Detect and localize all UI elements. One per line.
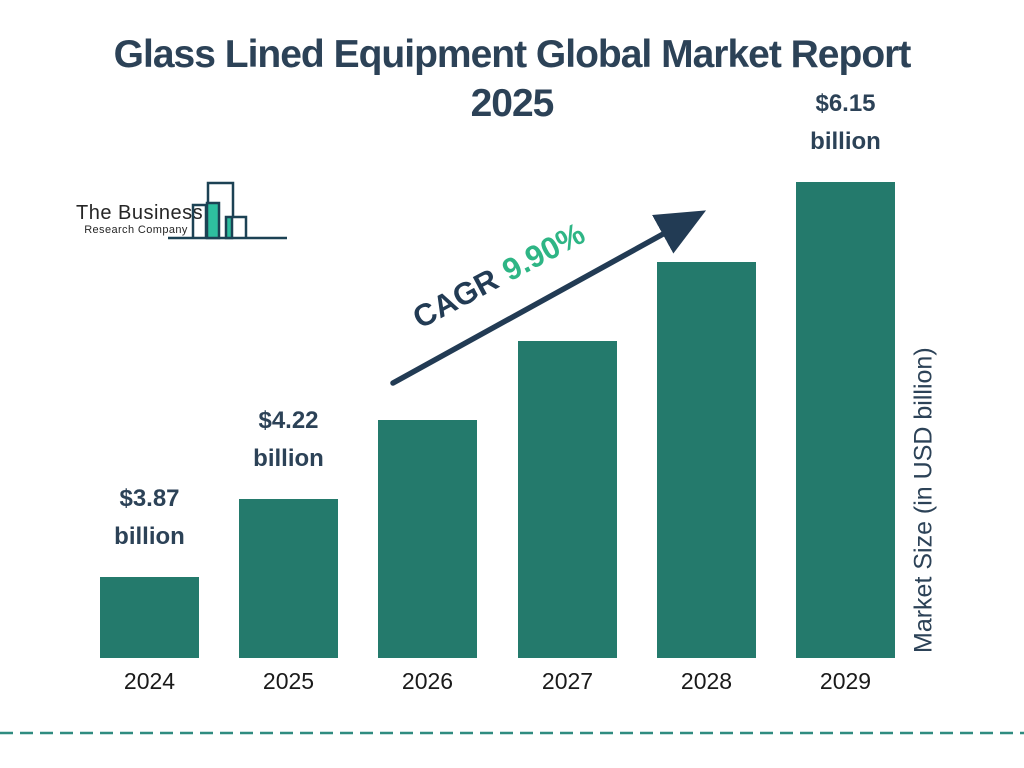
page-title: Glass Lined Equipment Global Market Repo…	[0, 30, 1024, 128]
company-name: The Business	[76, 202, 204, 224]
bar-value-line1: $6.15	[815, 90, 876, 117]
axis-tick-2026: 2026	[401, 668, 454, 694]
bar-value-line2: billion	[253, 445, 324, 472]
bar-group-2029: $6.15 billion 2029	[796, 85, 895, 694]
bar-group-2026: 2026	[378, 399, 477, 694]
bar-2029	[796, 182, 895, 658]
bar-group-2024: $3.87 billion 2024	[100, 480, 199, 694]
bar-value-label: $6.15 billion	[810, 85, 881, 161]
page-title-line1: Glass Lined Equipment Global Market Repo…	[113, 33, 912, 76]
company-logo: The Business Research Company	[70, 176, 290, 248]
bar-value-line2: billion	[114, 523, 185, 550]
bar-value-line1: $3.87	[119, 485, 180, 512]
bar-group-2025: $4.22 billion 2025	[239, 402, 338, 694]
bar-2025	[239, 499, 338, 658]
growth-arrow-icon	[390, 210, 707, 386]
bar-value-label: $3.87 billion	[114, 480, 185, 556]
bar-value-line2: billion	[810, 128, 881, 155]
bottom-dashed-divider	[0, 731, 1024, 735]
company-subname: Research Company	[84, 224, 188, 236]
axis-tick-2024: 2024	[123, 668, 176, 694]
bar-value-label: $4.22 billion	[253, 402, 324, 478]
bar-group-2027: 2027	[518, 320, 617, 694]
axis-tick-2025: 2025	[262, 668, 315, 694]
bar-2027	[518, 341, 617, 658]
axis-tick-2028: 2028	[680, 668, 733, 694]
axis-tick-2029: 2029	[819, 668, 872, 694]
company-logo-text: The Business Research Company	[76, 202, 204, 237]
axis-tick-2027: 2027	[541, 668, 594, 694]
bar-2026	[378, 420, 477, 658]
bar-2024	[100, 577, 199, 658]
page-title-line2: 2025	[470, 82, 555, 125]
bar-value-line1: $4.22	[258, 407, 319, 434]
bar-group-2028: 2028	[657, 241, 756, 694]
y-axis-label: Market Size (in USD billion)	[909, 347, 938, 653]
bar-chart-skyline-logo-icon	[168, 181, 287, 240]
bar-2028	[657, 262, 756, 658]
